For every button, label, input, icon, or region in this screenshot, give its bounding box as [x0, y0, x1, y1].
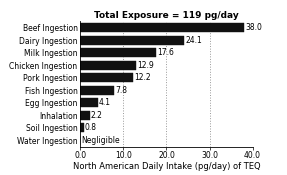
Bar — [80, 111, 90, 120]
Text: 4.1: 4.1 — [99, 98, 111, 107]
Title: Total Exposure = 119 pg/day: Total Exposure = 119 pg/day — [94, 11, 239, 20]
Bar — [80, 73, 133, 82]
Text: 12.2: 12.2 — [134, 73, 151, 82]
X-axis label: North American Daily Intake (pg/day) of TEQ: North American Daily Intake (pg/day) of … — [73, 162, 260, 171]
Bar — [80, 48, 156, 57]
Bar — [80, 123, 84, 132]
Text: Negligible: Negligible — [82, 136, 120, 145]
Text: 38.0: 38.0 — [245, 23, 262, 32]
Bar — [80, 23, 244, 32]
Bar — [80, 86, 114, 95]
Text: 2.2: 2.2 — [91, 111, 103, 120]
Bar — [80, 98, 98, 107]
Text: 17.6: 17.6 — [157, 48, 174, 57]
Text: 7.8: 7.8 — [115, 86, 127, 95]
Text: 24.1: 24.1 — [185, 36, 202, 45]
Bar — [80, 36, 184, 45]
Text: 12.9: 12.9 — [137, 61, 154, 70]
Text: 0.8: 0.8 — [85, 123, 97, 132]
Bar — [80, 61, 136, 70]
